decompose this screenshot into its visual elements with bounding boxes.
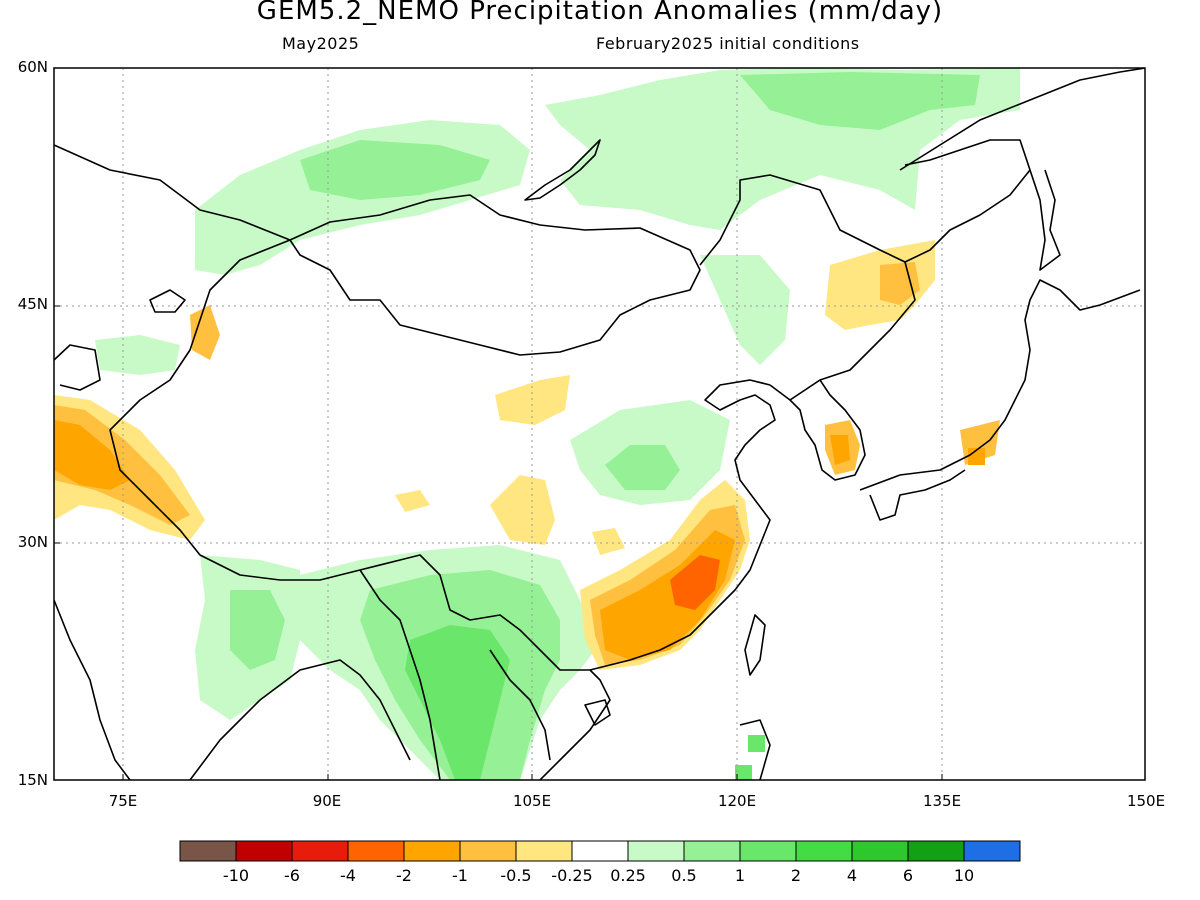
anomaly-region-misc-dry-3 — [395, 490, 430, 512]
legend-label-3: -2 — [396, 866, 412, 885]
lon-label-75e: 75E — [108, 792, 138, 810]
anomaly-region-misc-dry-4 — [592, 528, 625, 555]
anomaly-region-kazakh-dry — [190, 305, 220, 360]
lat-label-15n: 15N — [17, 771, 48, 789]
thailand-border — [489, 649, 551, 761]
legend-label-12: 6 — [903, 866, 913, 885]
anomaly-region-misc-dry-2 — [490, 475, 555, 545]
anomaly-region-north-china-core — [605, 445, 680, 490]
legend-label-1: -6 — [284, 866, 300, 885]
lon-label-90e: 90E — [312, 792, 342, 810]
lon-label-135e: 135E — [922, 792, 962, 810]
anomaly-region-kazakh-light — [95, 335, 180, 375]
lon-label-120e: 120E — [717, 792, 757, 810]
legend-swatch-7 — [571, 840, 629, 862]
legend-swatch-11 — [795, 840, 853, 862]
legend-swatch-0 — [179, 840, 237, 862]
coastlines-borders — [54, 68, 1145, 780]
legend-swatch-6 — [515, 840, 573, 862]
legend-swatch-8 — [627, 840, 685, 862]
kazakhstan-border — [54, 144, 291, 241]
anomaly-region-siberia-west-core — [300, 140, 490, 200]
legend-swatch-1 — [235, 840, 293, 862]
legend-swatch-10 — [739, 840, 797, 862]
bay-of-bengal-coast — [189, 659, 411, 780]
map-title: GEM5.2_NEMO Precipitation Anomalies (mm/… — [256, 0, 944, 26]
mainland-coast-russia — [904, 139, 1031, 263]
legend-label-9: 1 — [735, 866, 745, 885]
legend-label-7: 0.25 — [610, 866, 646, 885]
legend-label-2: -4 — [340, 866, 356, 885]
taiwan-coast — [744, 614, 766, 676]
anomaly-region-philippines-green — [735, 765, 752, 780]
korea-coast — [789, 379, 866, 481]
map-frame — [53, 67, 1146, 781]
anomaly-region-japan-dry-core — [968, 448, 985, 465]
anomaly-region-taiwan-green — [748, 735, 765, 752]
legend-swatch-4 — [403, 840, 461, 862]
axis-ticks — [54, 67, 1146, 781]
legend-label-4: -1 — [452, 866, 468, 885]
anomaly-region-korea-dry-core — [830, 435, 850, 465]
lat-label-30n: 30N — [17, 533, 48, 551]
legend-swatch-13 — [907, 840, 965, 862]
legend-swatch-5 — [459, 840, 517, 862]
forecast-month: May2025 — [282, 34, 360, 53]
anomaly-region-siberia-east-core — [740, 72, 980, 130]
legend-label-6: -0.25 — [551, 866, 592, 885]
legend-colorbar — [179, 840, 1021, 862]
lat-label-60n: 60N — [17, 58, 48, 76]
anomaly-region-manchuria-mid — [880, 262, 920, 305]
china-mongolia-border — [289, 194, 701, 356]
aral-region — [149, 289, 186, 313]
legend-swatch-12 — [851, 840, 909, 862]
legend-swatch-9 — [683, 840, 741, 862]
indochina-coast — [539, 669, 611, 780]
legend-label-0: -10 — [223, 866, 249, 885]
baikal-lake — [524, 139, 601, 201]
hainan-coast — [584, 699, 611, 726]
china-west-border — [109, 239, 590, 671]
india-coast — [54, 599, 131, 780]
japan-coast — [859, 279, 1141, 491]
anomaly-region-myanmar-core — [405, 625, 510, 780]
okhotsk-coast — [899, 68, 1145, 171]
legend-labels: -10 -6 -4 -2 -1 -0.5 -0.25 0.25 0.5 1 2 4 6 10 — [223, 866, 974, 885]
manchuria-border — [699, 174, 916, 401]
map-gridlines — [54, 68, 1145, 780]
caspian-region — [54, 344, 101, 391]
lon-label-150e: 150E — [1126, 792, 1166, 810]
anomaly-shading — [54, 68, 1020, 780]
east-china-coast — [589, 379, 776, 671]
legend-label-5: -0.5 — [500, 866, 531, 885]
anomaly-region-central-asia-core — [54, 420, 130, 490]
legend-swatch-2 — [291, 840, 349, 862]
legend-label-13: 10 — [954, 866, 974, 885]
myanmar-border — [359, 569, 441, 780]
lon-label-105e: 105E — [512, 792, 552, 810]
legend-label-11: 4 — [847, 866, 857, 885]
lat-label-45n: 45N — [17, 295, 48, 313]
legend-label-8: 0.5 — [671, 866, 696, 885]
sakhalin-kamchatka-coast — [1029, 169, 1061, 271]
initial-conditions-label: February2025 initial conditions — [596, 34, 860, 53]
legend-swatch-14 — [963, 840, 1021, 862]
legend-swatch-3 — [347, 840, 405, 862]
anomaly-region-mongolia-light — [700, 255, 790, 365]
legend-label-10: 2 — [791, 866, 801, 885]
japan-kyushu-coast — [869, 469, 966, 521]
anomaly-region-india-mid — [230, 590, 285, 670]
philippines-coast — [739, 719, 771, 780]
anomaly-region-se-china-max — [670, 555, 720, 610]
